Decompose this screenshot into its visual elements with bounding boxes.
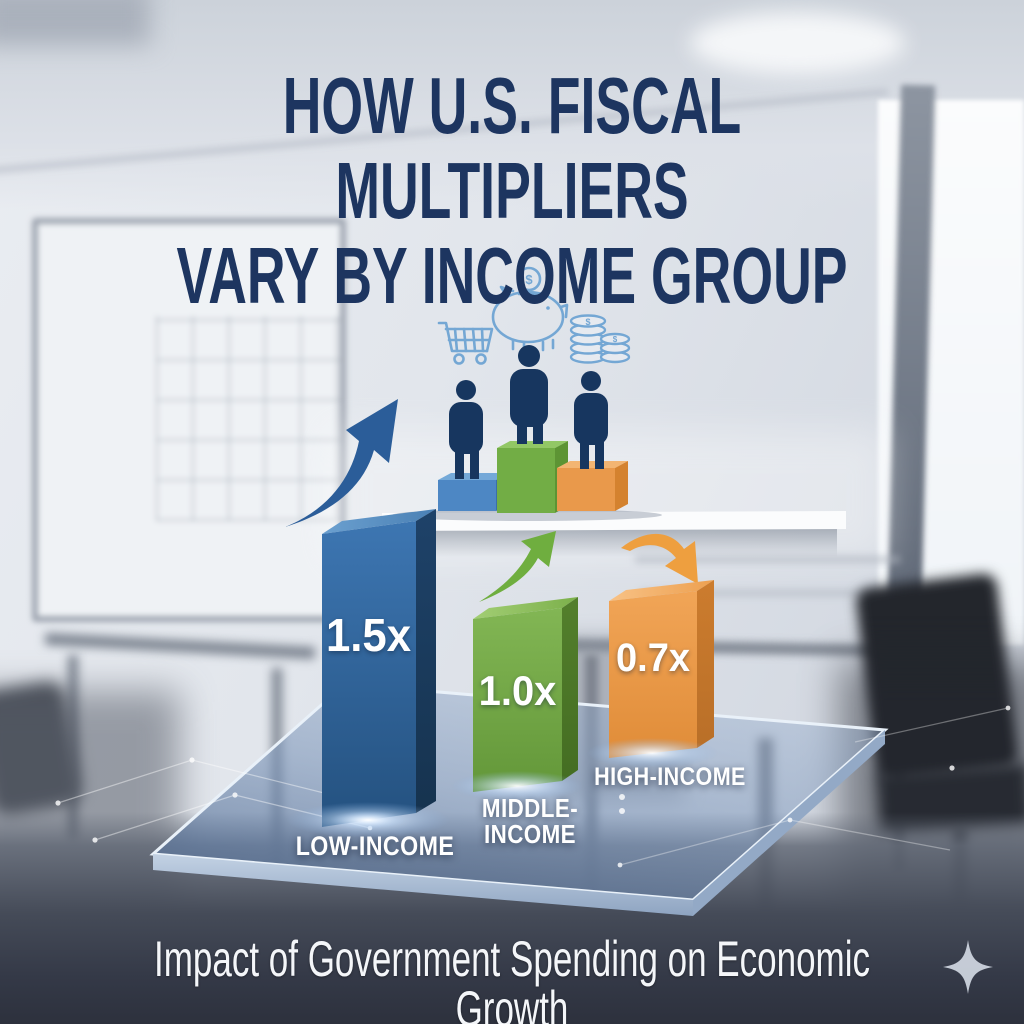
orange-decline-arrow-icon — [621, 533, 698, 584]
bar-value-high-income: 0.7x — [616, 636, 690, 680]
subtitle-caption: Impact of Government Spending on Economi… — [154, 931, 870, 1024]
person-silhouettes — [449, 345, 608, 479]
blue-growth-arrow-icon — [285, 399, 398, 527]
piggy-coin-dollar: $ — [525, 272, 533, 287]
title-line-2: VARY BY INCOME GROUP — [176, 230, 848, 320]
shopping-cart-icon — [437, 321, 494, 365]
coin-dollar: $ — [613, 335, 618, 344]
podium-shelf — [382, 509, 846, 557]
bg-light-fixture — [690, 12, 905, 74]
glow-effects — [286, 738, 718, 838]
title-line-1: HOW U.S. FISCAL MULTIPLIERS — [282, 61, 742, 235]
bar-low-income — [322, 509, 436, 827]
sparkle-icon — [943, 940, 993, 994]
bar-value-low-income: 1.5x — [325, 609, 412, 661]
green-growth-arrow-icon — [479, 531, 556, 602]
coin-stack-icon: $ $ — [569, 314, 631, 364]
bar-high-income — [609, 580, 714, 758]
podium-bars — [438, 441, 628, 513]
bar-value-middle-income: 1.0x — [478, 667, 557, 714]
coin-dollar: $ — [585, 317, 590, 327]
bg-ceiling-corner — [0, 0, 150, 45]
people-podium-illustration — [438, 345, 628, 513]
bar-label-middle-income: MIDDLE-INCOME — [481, 793, 579, 849]
bg-whiteboard — [32, 218, 346, 622]
bg-wall-line — [640, 590, 895, 596]
bar-label-low-income: LOW-INCOME — [295, 831, 455, 861]
bar-label-high-income: HIGH-INCOME — [594, 763, 746, 791]
page-title: HOW U.S. FISCAL MULTIPLIERS VARY BY INCO… — [169, 61, 855, 320]
piggy-bank-icon: $ — [491, 266, 569, 352]
bar-middle-income — [473, 597, 578, 792]
bg-whiteboard-sketch — [156, 316, 341, 521]
bg-wall-line — [635, 556, 900, 563]
